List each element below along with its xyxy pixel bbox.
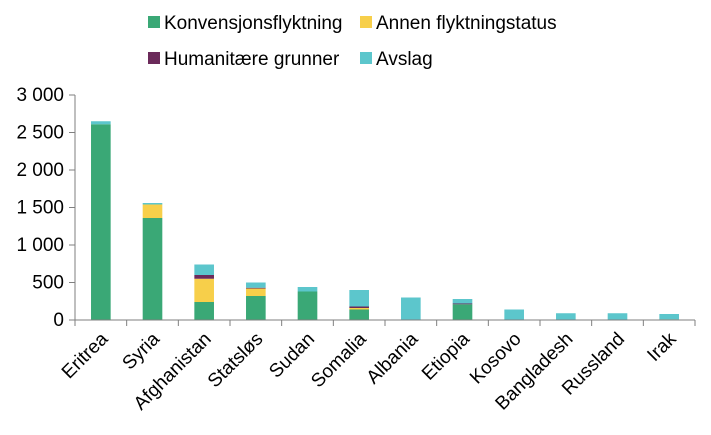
y-tick-label: 3 000 (16, 85, 64, 106)
bar-sudan-konvensjonsflyktning (297, 291, 318, 320)
bar-sudan-avslag (297, 287, 318, 292)
x-tick-label-albania: Albania (363, 328, 423, 388)
bar-etiopia-konvensjonsflyktning (452, 304, 473, 320)
y-tick-label: 2 500 (16, 123, 64, 144)
x-tick-label-syria: Syria (119, 328, 165, 374)
legend-label-annen-flyktningstatus: Annen flyktningstatus (376, 13, 557, 34)
bar-etiopia-avslag (452, 299, 473, 304)
x-tick-label-irak: Irak (643, 328, 681, 366)
legend-label-avslag: Avslag (376, 49, 433, 70)
bar-statslos-annen-flyktningstatus (246, 288, 266, 296)
y-axis: 0 500 1 000 1 500 2 000 2 500 3 000 (16, 85, 76, 331)
bar-statslos-avslag (246, 282, 266, 288)
bar-somalia-humanitaere-grunner (349, 306, 369, 308)
bar-statslos-humanitaere-grunner (246, 287, 266, 289)
bar-bangladesh-avslag (556, 313, 576, 320)
legend: Konvensjonsflyktning Annen flyktningstatu… (148, 13, 557, 70)
x-tick-label-statslos: Statsløs (204, 329, 267, 392)
bar-afghanistan-avslag (194, 264, 214, 275)
bar-statslos-konvensjonsflyktning (246, 296, 266, 320)
legend-label-humanitaere-grunner: Humanitære grunner (164, 49, 340, 70)
y-tick-label: 0 (53, 310, 64, 331)
bar-somalia-konvensjonsflyktning (349, 309, 369, 320)
bar-albania-avslag (401, 297, 421, 320)
bar-syria-annen-flyktningstatus (142, 204, 163, 218)
legend-swatch-konvensjonsflyktning (148, 16, 160, 28)
y-tick-label: 1 500 (16, 198, 64, 219)
y-tick-label: 500 (32, 273, 64, 294)
bar-somalia-avslag (349, 290, 369, 307)
bar-afghanistan-annen-flyktningstatus (194, 278, 214, 302)
bar-kosovo-avslag (504, 309, 524, 320)
x-axis: Eritrea SyriaAfghanistanStatsløsSudanSoma… (58, 319, 696, 415)
x-tick-label-somalia: Somalia (307, 328, 371, 392)
bar-syria-konvensjonsflyktning (142, 218, 163, 320)
bar-afghanistan-humanitaere-grunner (194, 275, 214, 279)
legend-label-konvensjonsflyktning: Konvensjonsflyktning (164, 13, 343, 34)
y-tick-label: 2 000 (16, 160, 64, 181)
x-tick-label-eritrea: Eritrea (58, 328, 113, 383)
bar-afghanistan-konvensjonsflyktning (194, 302, 214, 320)
legend-swatch-annen-flyktningstatus (360, 16, 372, 28)
bar-irak-avslag (659, 314, 679, 320)
x-tick-label-etiopia: Etiopia (418, 328, 474, 384)
bar-somalia-annen-flyktningstatus (349, 308, 369, 310)
legend-swatch-avslag (360, 52, 372, 64)
bar-eritrea-konvensjonsflyktning (91, 124, 111, 320)
bar-syria-avslag (142, 203, 163, 205)
legend-swatch-humanitaere-grunner (148, 52, 160, 64)
bar-eritrea-avslag (91, 121, 111, 125)
bar-etiopia-humanitaere-grunner (452, 303, 473, 305)
bar-russland-avslag (607, 313, 628, 320)
y-tick-label: 1 000 (16, 235, 64, 256)
bars (91, 121, 679, 320)
